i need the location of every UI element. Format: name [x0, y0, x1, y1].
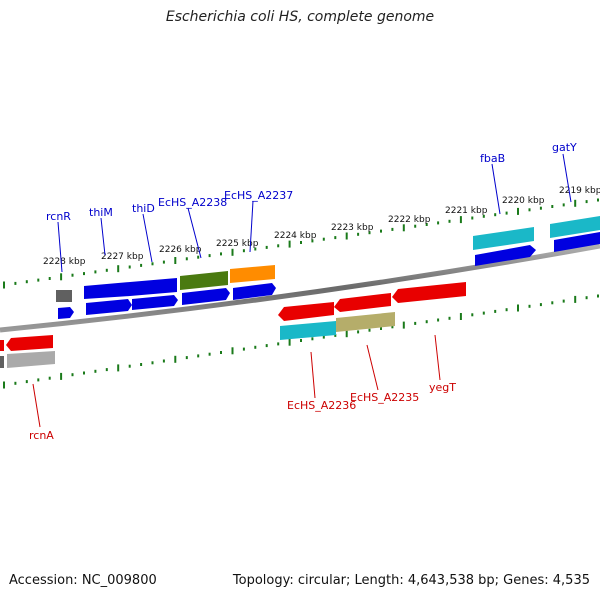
gene-label-yegT[interactable]: yegT [429, 381, 456, 394]
gene-label-rcnA[interactable]: rcnA [29, 429, 54, 442]
gene-label-EcHS_A2236[interactable]: EcHS_A2236 [287, 399, 356, 412]
gene-label-rcnR[interactable]: rcnR [46, 210, 71, 223]
gene-rcnA-category[interactable] [7, 351, 55, 368]
ruler-label-2225: 2225 kbp [216, 239, 259, 249]
reverse-genes [0, 282, 466, 368]
gene-label-gatY[interactable]: gatY [552, 141, 577, 154]
ruler-label-2219: 2219 kbp [559, 186, 600, 196]
gene-rcnA-arrow[interactable] [0, 340, 4, 351]
ruler-label-2221: 2221 kbp [445, 206, 488, 216]
ruler-label-2224: 2224 kbp [274, 231, 317, 241]
gene-gatY-category[interactable] [550, 216, 600, 238]
ruler-label-2222: 2222 kbp [388, 215, 431, 225]
gene-thiM-arrow[interactable] [86, 299, 132, 315]
ruler-label-2227: 2227 kbp [101, 252, 144, 262]
gene-thiM-category[interactable] [84, 282, 130, 299]
gene-label-thiM[interactable]: thiM [89, 206, 113, 219]
gene-label-fbaB[interactable]: fbaB [480, 152, 505, 165]
ruler-label-2228: 2228 kbp [43, 257, 86, 267]
gene-gatY-arrow[interactable] [554, 232, 600, 252]
gene-label-EcHS_A2238[interactable]: EcHS_A2238 [158, 196, 227, 209]
topology-text: Topology: circular; Length: 4,643,538 bp… [232, 573, 590, 588]
gene-fbaB-arrow[interactable] [475, 245, 536, 266]
gene-EcHS_A2237-arrow[interactable] [233, 283, 276, 300]
gene-EcHS_A2238-category[interactable] [180, 271, 228, 290]
ruler-labels: 2228 kbp 2227 kbp 2226 kbp 2225 kbp 2224… [43, 186, 600, 267]
gene-label-EcHS_A2237[interactable]: EcHS_A2237 [224, 189, 293, 202]
ruler-label-2226: 2226 kbp [159, 245, 202, 255]
gene-rcnA-category-left[interactable] [0, 356, 4, 368]
gene-label-lines [32, 153, 572, 428]
ruler-label-2223: 2223 kbp [331, 223, 374, 233]
accession-text: Accession: NC_009800 [9, 573, 157, 588]
gene-yegT-arrow[interactable] [392, 282, 466, 303]
inner-ruler [3, 294, 599, 389]
gene-EcHS_A2235-category[interactable] [336, 312, 395, 332]
ruler-label-2220: 2220 kbp [502, 196, 545, 206]
outer-ruler [3, 198, 599, 289]
gene-rcnA-arrow-2[interactable] [6, 335, 53, 351]
gene-EcHS_A2235-arrow[interactable] [334, 293, 391, 312]
gene-thiD-arrow[interactable] [132, 295, 178, 310]
gene-thiD-category[interactable] [130, 278, 177, 296]
gene-rcnR-arrow[interactable] [58, 307, 74, 319]
gene-EcHS_A2236-category[interactable] [280, 321, 336, 340]
gene-label-EcHS_A2235[interactable]: EcHS_A2235 [350, 391, 419, 404]
gene-EcHS_A2237-category[interactable] [230, 265, 275, 283]
forward-gene-labels: rcnR thiM thiD EcHS_A2238 EcHS_A2237 fba… [46, 141, 577, 223]
gene-rcnR-category[interactable] [56, 290, 72, 302]
genome-backbone [0, 243, 600, 333]
map-title: Escherichia coli HS, complete genome [165, 9, 435, 25]
gene-EcHS_A2238-arrow[interactable] [182, 288, 230, 305]
gene-fbaB-category[interactable] [473, 227, 534, 250]
gene-label-thiD[interactable]: thiD [132, 202, 155, 215]
reverse-gene-labels: rcnA EcHS_A2236 EcHS_A2235 yegT [29, 381, 456, 442]
gene-EcHS_A2236-arrow[interactable] [278, 302, 334, 321]
forward-genes [56, 216, 600, 319]
